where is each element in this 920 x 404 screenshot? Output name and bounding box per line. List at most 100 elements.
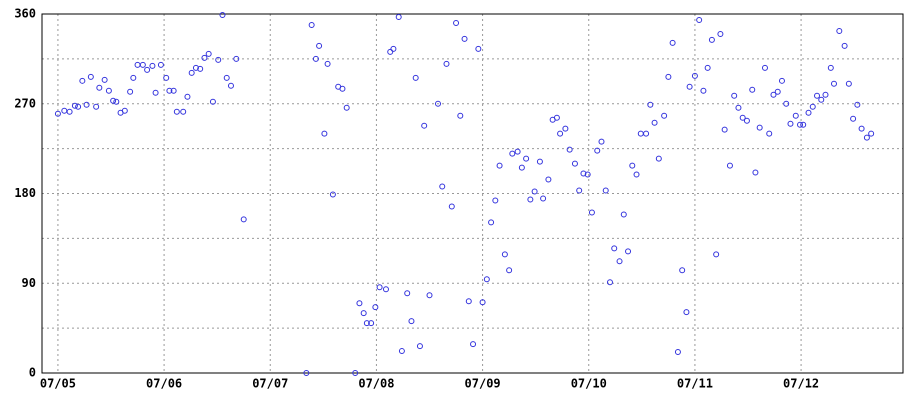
point [219,11,226,18]
point [553,114,560,121]
point [404,290,411,297]
y-tick-label: 270 [14,96,36,110]
point [580,170,587,177]
point [312,55,319,62]
plot-frame [41,13,904,374]
point [453,19,460,26]
point [93,103,100,110]
point [850,115,857,122]
point [704,64,711,71]
point [192,64,199,71]
point [127,88,134,95]
point [557,130,564,137]
point [426,292,433,299]
point [518,164,525,171]
point [54,110,61,117]
point [66,108,73,115]
point [329,191,336,198]
y-tick-label: 360 [14,7,36,21]
y-tick-label: 0 [29,366,36,380]
point [774,88,781,95]
point [166,87,173,94]
point [588,209,595,216]
point [496,162,503,169]
point [633,171,640,178]
y-tick-label: 90 [22,276,36,290]
point [395,13,402,20]
point [863,134,870,141]
point [700,87,707,94]
point [566,146,573,153]
point [501,251,508,258]
point [739,114,746,121]
point [598,138,605,145]
point [858,125,865,132]
point [398,348,405,355]
point [215,56,222,63]
point [205,50,212,57]
point [625,248,632,255]
x-tick-label: 07/06 [146,377,182,391]
point [209,98,216,105]
point [343,104,350,111]
point [421,122,428,129]
point [749,86,756,93]
point [616,258,623,265]
point [584,171,591,178]
point [303,370,310,376]
point [461,35,468,42]
point [240,216,247,223]
x-tick-label: 07/10 [571,377,607,391]
point [778,77,785,84]
point [157,61,164,68]
point [439,183,446,190]
point [655,155,662,162]
point [75,103,82,110]
point [809,103,816,110]
point [696,16,703,23]
y-tick-label: 180 [14,186,36,200]
point [144,66,151,73]
point [735,104,742,111]
point [545,176,552,183]
point [96,84,103,91]
point [163,74,170,81]
point [87,73,94,80]
point [571,160,578,167]
point [683,309,690,316]
point [308,21,315,28]
point [470,341,477,348]
point [434,100,441,107]
x-tick-label: 07/12 [783,377,819,391]
point [787,120,794,127]
point [339,85,346,92]
point [457,112,464,119]
point [708,36,715,43]
point [514,148,521,155]
point [443,60,450,67]
point [822,91,829,98]
point [488,219,495,226]
point [540,195,547,202]
point [527,196,534,203]
point [71,102,78,109]
point [691,72,698,79]
point [661,112,668,119]
point [752,169,759,176]
point [188,69,195,76]
point [620,211,627,218]
point [523,155,530,162]
point [713,251,720,258]
point [105,87,112,94]
point [130,74,137,81]
point [352,370,359,376]
point [800,121,807,128]
point [868,130,875,137]
point [805,109,812,116]
point [83,101,90,108]
point [372,304,379,311]
point [606,279,613,286]
point [536,158,543,165]
point [686,83,693,90]
point [726,162,733,169]
